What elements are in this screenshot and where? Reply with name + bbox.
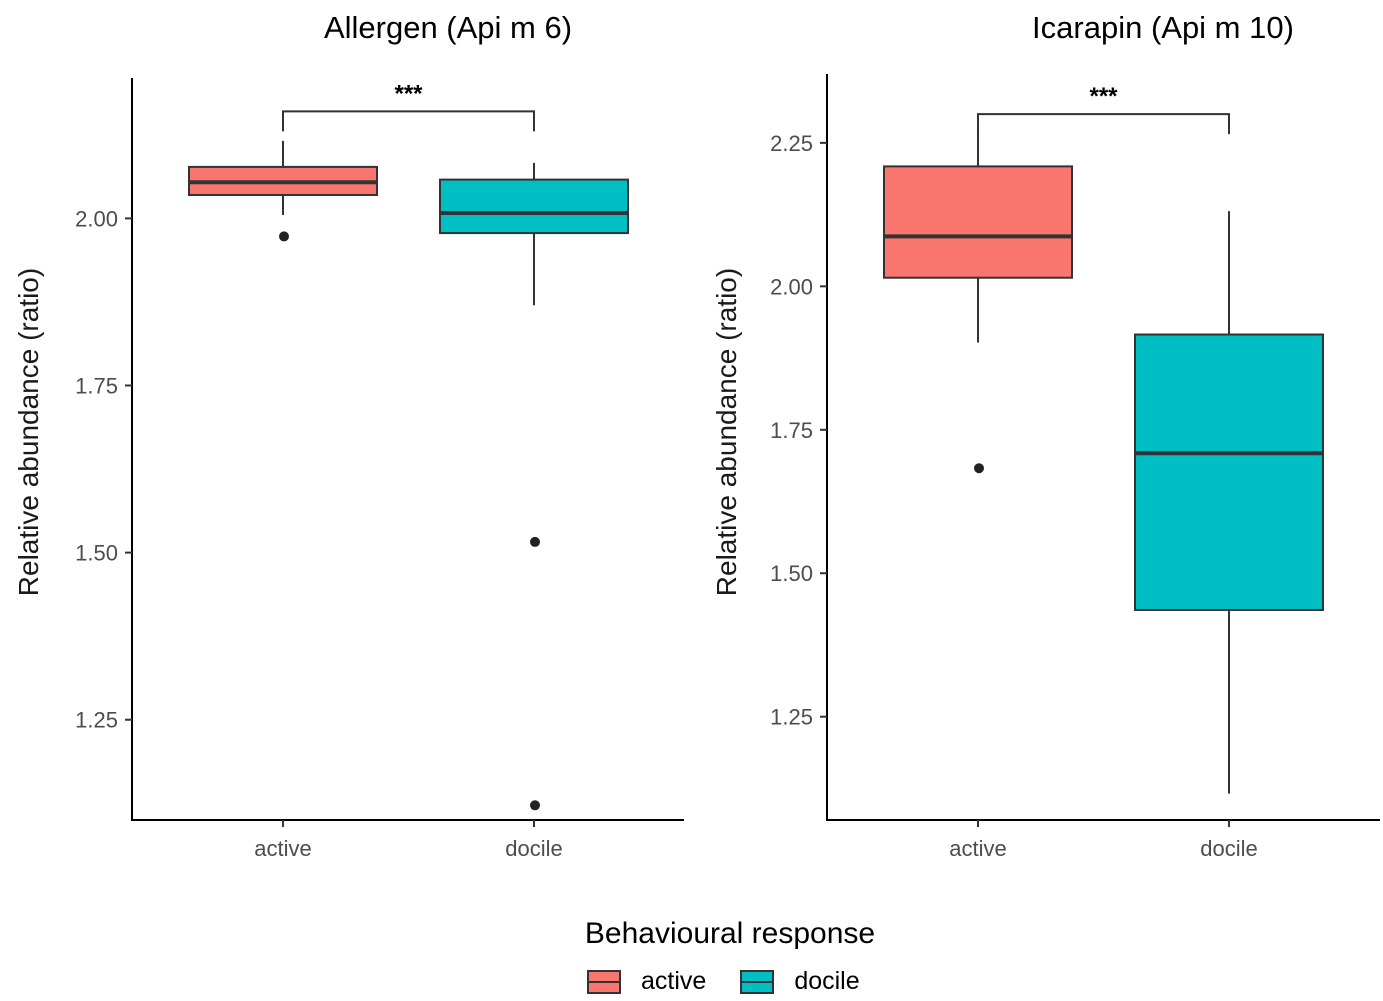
- chart-svg: Allergen (Api m 6) Relative abundance (ra…: [13, 10, 684, 861]
- y-tick-label: 1.50: [75, 541, 118, 566]
- x-tick-label-docile: docile: [1200, 836, 1257, 861]
- y-tick-label: 2.00: [75, 206, 118, 231]
- significance-label: ***: [1089, 83, 1118, 110]
- chart-title: Allergen (Api m 6): [324, 10, 572, 45]
- significance-label: ***: [394, 80, 423, 107]
- y-tick-label: 2.00: [770, 274, 813, 299]
- y-tick-label: 1.75: [770, 418, 813, 443]
- y-axis-label: Relative abundance (ratio): [711, 268, 742, 596]
- boxplot-active: [883, 130, 1073, 474]
- legend-label-docile: docile: [794, 967, 860, 995]
- boxplot-docile: [439, 162, 629, 811]
- significance-bracket: [282, 110, 535, 132]
- y-tick-label: 1.75: [75, 373, 118, 398]
- chart-panel-allergen: Allergen (Api m 6) Relative abundance (ra…: [0, 0, 691, 900]
- outlier-point: [279, 231, 289, 242]
- legend-item-docile: docile: [740, 967, 860, 996]
- x-tick-label-active: active: [254, 836, 311, 861]
- legend-item-active: active: [587, 967, 706, 996]
- x-tick-label-docile: docile: [505, 836, 562, 861]
- chart-svg: Icarapin (Api m 10) Relative abundance (r…: [711, 10, 1380, 861]
- y-tick-label: 2.25: [770, 131, 813, 156]
- axis-lines: [131, 78, 684, 821]
- boxplot-docile: [1134, 211, 1324, 794]
- x-tick-label-active: active: [949, 836, 1006, 861]
- y-tick-label: 1.50: [770, 561, 813, 586]
- y-tick-label: 1.25: [770, 705, 813, 730]
- y-tick-label: 1.25: [75, 708, 118, 733]
- legend-label-active: active: [641, 967, 707, 995]
- box-iqr: [1134, 333, 1324, 611]
- y-axis-label: Relative abundance (ratio): [13, 268, 44, 596]
- box-iqr: [439, 178, 629, 235]
- outlier-point: [530, 536, 540, 547]
- legend-title: Behavioural response: [584, 917, 876, 950]
- outlier-point: [530, 800, 540, 811]
- legend-swatch-active: [587, 969, 621, 994]
- legend: Behavioural response active docile: [0, 905, 1383, 1001]
- legend-items: active docile: [587, 967, 894, 996]
- outlier-point: [974, 463, 984, 474]
- boxplot-active: [188, 140, 378, 242]
- significance-bracket: [977, 113, 1230, 135]
- chart-panel-icarapin: Icarapin (Api m 10) Relative abundance (r…: [692, 0, 1383, 900]
- box-iqr: [883, 165, 1073, 279]
- chart-title: Icarapin (Api m 10): [1032, 10, 1294, 45]
- legend-swatch-docile: [740, 969, 775, 994]
- axis-lines: [826, 74, 1380, 821]
